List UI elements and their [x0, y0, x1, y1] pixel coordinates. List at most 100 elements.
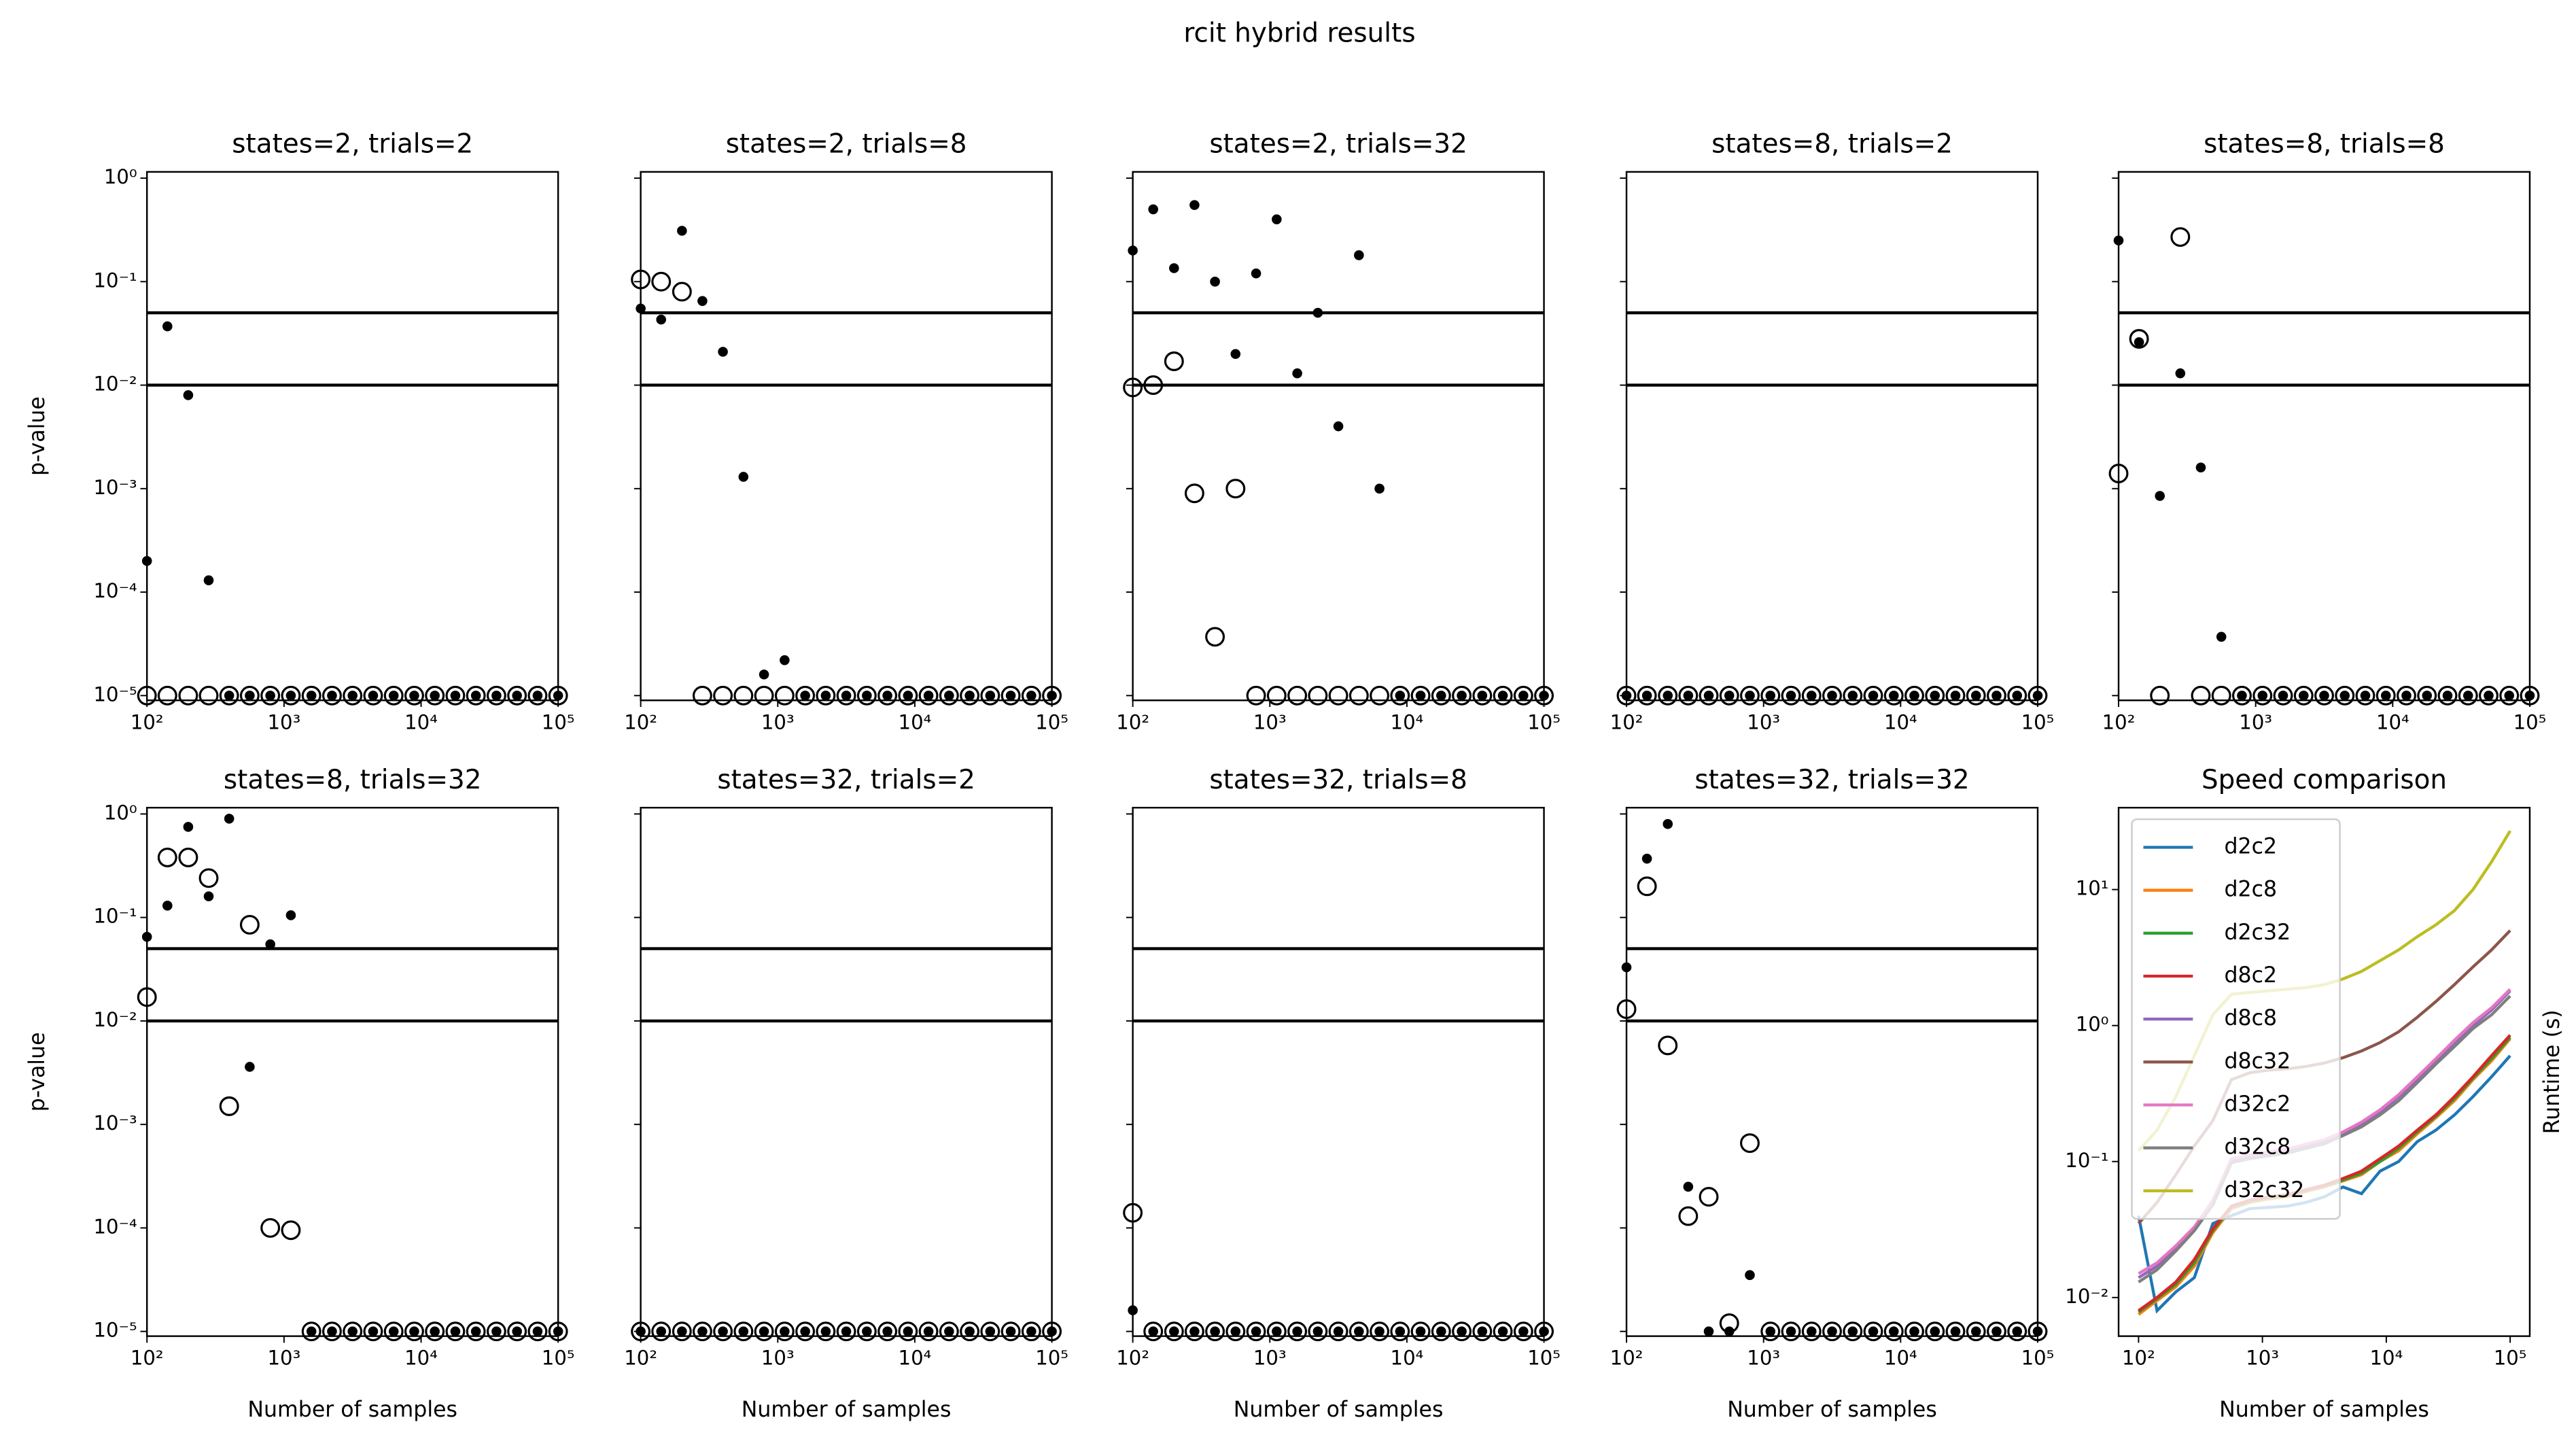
- filled-marker: [677, 226, 687, 236]
- filled-marker: [1477, 1326, 1488, 1336]
- filled-marker: [1703, 691, 1714, 701]
- panel-title: states=8, trials=32: [224, 765, 482, 795]
- filled-marker: [1641, 853, 1652, 864]
- open-marker: [2252, 685, 2273, 706]
- open-marker: [1843, 685, 1863, 706]
- open-marker: [425, 685, 445, 706]
- filled-marker: [1663, 691, 1673, 701]
- filled-marker: [841, 691, 852, 701]
- open-marker: [836, 685, 856, 706]
- filled-marker: [2339, 691, 2350, 701]
- open-marker: [527, 685, 548, 706]
- open-marker: [1390, 1321, 1410, 1342]
- filled-marker: [1683, 1181, 1694, 1192]
- y-tick-label: 10⁻⁵: [93, 682, 137, 706]
- filled-marker: [1518, 691, 1529, 701]
- filled-marker: [1641, 691, 1652, 701]
- panel-title: states=2, trials=32: [1209, 128, 1467, 159]
- filled-marker: [759, 1326, 769, 1336]
- open-marker: [877, 685, 898, 706]
- filled-marker: [1991, 1326, 2002, 1336]
- open-marker: [795, 685, 816, 706]
- open-marker: [960, 685, 980, 706]
- panel-title: states=8, trials=2: [1711, 128, 1953, 159]
- filled-marker: [800, 1326, 810, 1336]
- filled-marker: [532, 1326, 543, 1336]
- filled-marker: [862, 691, 872, 701]
- panel: states=32, trials=32 10² 10³ 10⁴ 10⁵ Number o…: [1610, 765, 2055, 1422]
- filled-marker: [2012, 691, 2023, 701]
- open-marker: [343, 1321, 363, 1342]
- panel-title: states=32, trials=32: [1694, 765, 1969, 795]
- filled-marker: [1457, 1326, 1467, 1336]
- filled-marker: [183, 390, 194, 400]
- x-tick-label: 10⁵: [2021, 1347, 2055, 1370]
- open-marker: [856, 685, 877, 706]
- filled-marker: [800, 691, 810, 701]
- filled-marker: [656, 1326, 667, 1336]
- open-marker: [1883, 1321, 1904, 1342]
- open-marker: [1966, 685, 1986, 706]
- filled-marker: [882, 691, 892, 701]
- open-marker: [1287, 685, 1308, 706]
- filled-marker: [1745, 691, 1755, 701]
- open-marker: [2273, 685, 2293, 706]
- filled-marker: [2401, 691, 2412, 701]
- open-marker: [816, 685, 836, 706]
- open-marker: [383, 1321, 404, 1342]
- axes-frame: [1625, 171, 2039, 702]
- filled-marker: [388, 1326, 399, 1336]
- filled-marker: [656, 314, 667, 325]
- filled-marker: [1354, 1326, 1364, 1336]
- open-marker: [486, 1321, 506, 1342]
- filled-marker: [841, 1326, 852, 1336]
- x-tick-label: 10⁵: [2021, 710, 2055, 733]
- filled-marker: [1724, 691, 1735, 701]
- open-marker: [1266, 685, 1287, 706]
- filled-marker: [532, 691, 543, 701]
- filled-marker: [1230, 349, 1241, 360]
- filled-marker: [1888, 1326, 1899, 1336]
- x-tick-label: 10³: [2239, 710, 2272, 733]
- filled-marker: [1827, 691, 1837, 701]
- open-marker: [425, 1321, 445, 1342]
- filled-marker: [1703, 1326, 1714, 1336]
- open-marker: [1328, 1321, 1348, 1342]
- filled-marker: [1436, 1326, 1446, 1336]
- filled-marker: [862, 1326, 872, 1336]
- x-tick-label: 10⁴: [1391, 1347, 1424, 1370]
- x-tick-label: 10²: [2122, 1347, 2155, 1370]
- panel: states=32, trials=2 10² 10³ 10⁴ 10⁵ Number of…: [624, 765, 1068, 1422]
- open-marker: [1966, 1321, 1986, 1342]
- open-marker: [939, 1321, 959, 1342]
- filled-marker: [697, 296, 708, 307]
- open-marker: [157, 847, 177, 867]
- open-marker: [1822, 1321, 1842, 1342]
- filled-marker: [1005, 1326, 1016, 1336]
- filled-marker: [2237, 691, 2247, 701]
- filled-marker: [1930, 1326, 1940, 1336]
- x-tick-label: 10²: [130, 1347, 164, 1370]
- filled-marker: [1497, 691, 1508, 701]
- filled-marker: [944, 691, 954, 701]
- panel: states=8, trials=32 10² 10³ 10⁴ 10⁵ 10⁻⁵ 10⁻⁴ 1…: [25, 765, 575, 1422]
- filled-marker: [306, 691, 317, 701]
- filled-marker: [347, 1326, 358, 1336]
- open-marker: [692, 685, 712, 706]
- open-marker: [1143, 1321, 1164, 1342]
- open-marker: [672, 281, 692, 302]
- open-marker: [445, 1321, 466, 1342]
- y-tick-label: 10⁻⁵: [93, 1319, 137, 1342]
- x-tick-label: 10²: [1610, 710, 1643, 733]
- x-tick-label: 10⁵: [542, 710, 575, 733]
- y-tick-label: 10⁻¹: [93, 905, 137, 928]
- open-marker: [260, 1217, 281, 1238]
- filled-marker: [327, 1326, 337, 1336]
- filled-marker: [245, 691, 255, 701]
- x-tick-label: 10⁵: [1527, 1347, 1561, 1370]
- legend-label: d8c2: [2225, 963, 2278, 988]
- filled-marker: [1765, 1326, 1776, 1336]
- open-marker: [157, 685, 177, 706]
- filled-marker: [1909, 691, 1919, 701]
- y-tick-label: 10¹: [2076, 877, 2109, 900]
